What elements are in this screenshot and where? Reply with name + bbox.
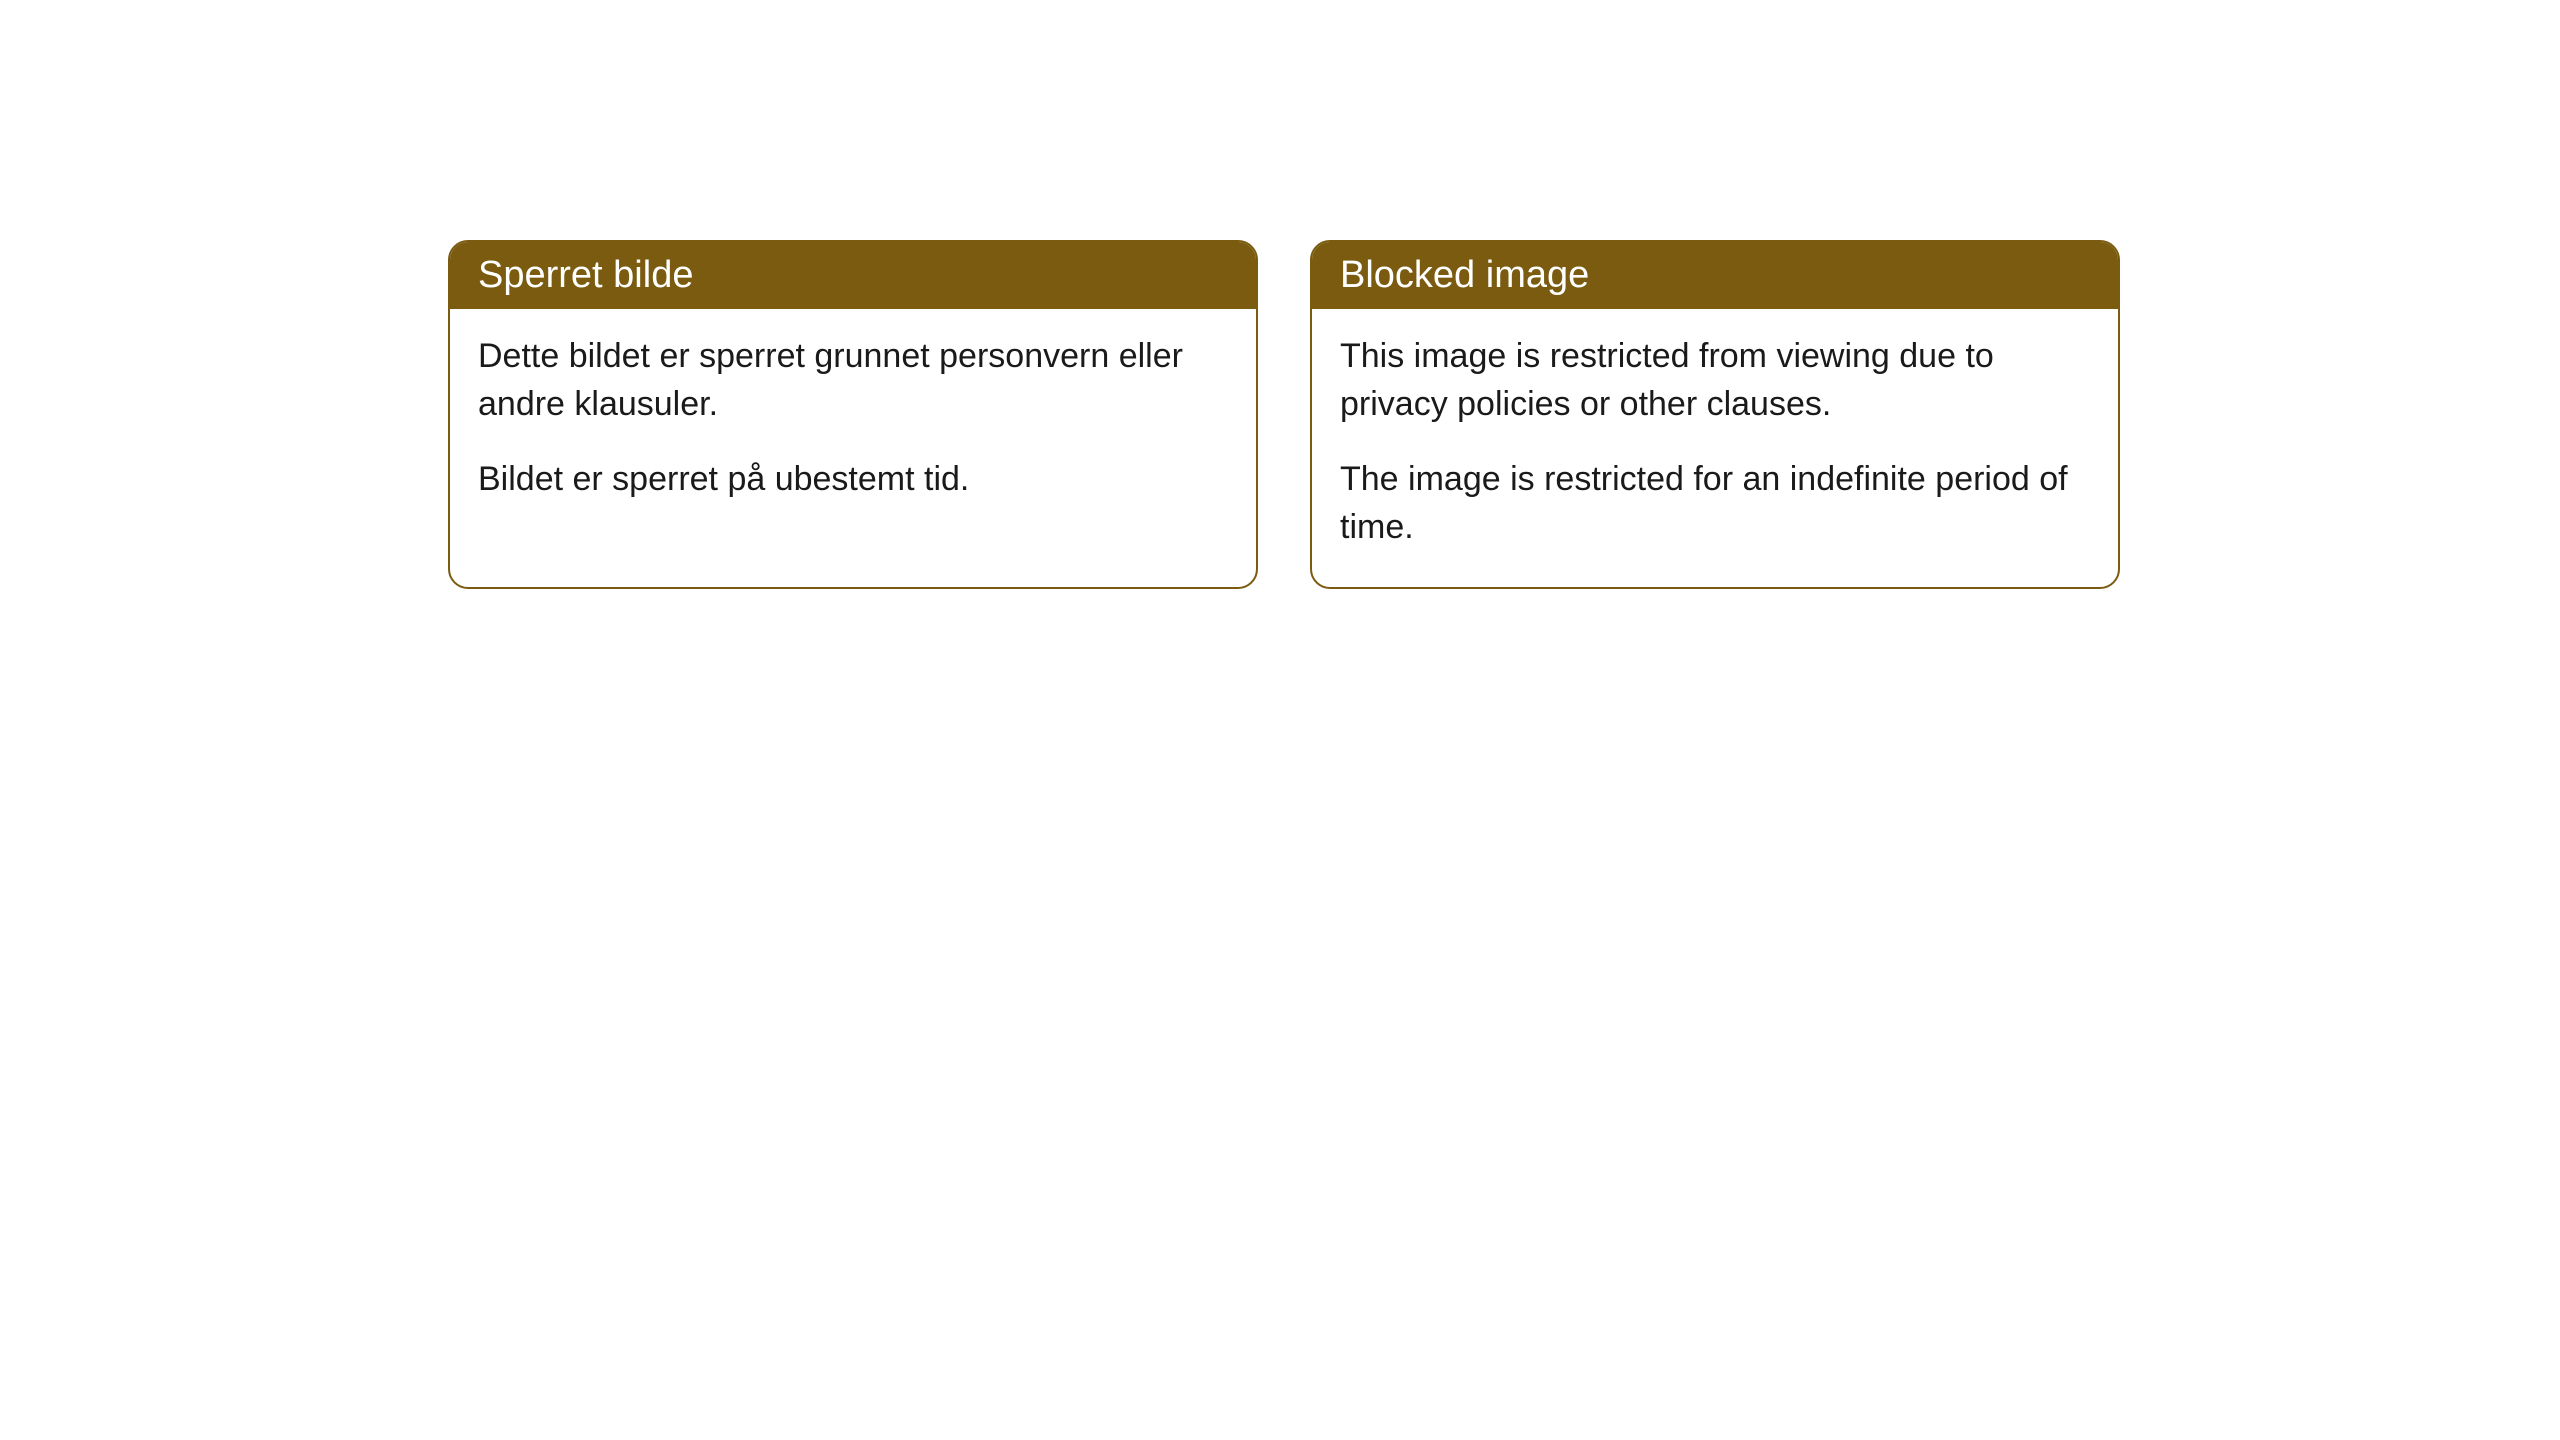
card-paragraph: Dette bildet er sperret grunnet personve… [478,333,1228,428]
card-body: Dette bildet er sperret grunnet personve… [450,309,1256,540]
notice-card-norwegian: Sperret bilde Dette bildet er sperret gr… [448,240,1258,589]
card-header: Blocked image [1312,242,2118,309]
notice-cards-container: Sperret bilde Dette bildet er sperret gr… [448,240,2120,589]
card-header: Sperret bilde [450,242,1256,309]
card-paragraph: This image is restricted from viewing du… [1340,333,2090,428]
card-title: Sperret bilde [478,254,693,296]
card-title: Blocked image [1340,254,1589,296]
card-paragraph: Bildet er sperret på ubestemt tid. [478,456,1228,504]
card-paragraph: The image is restricted for an indefinit… [1340,456,2090,551]
card-body: This image is restricted from viewing du… [1312,309,2118,587]
notice-card-english: Blocked image This image is restricted f… [1310,240,2120,589]
